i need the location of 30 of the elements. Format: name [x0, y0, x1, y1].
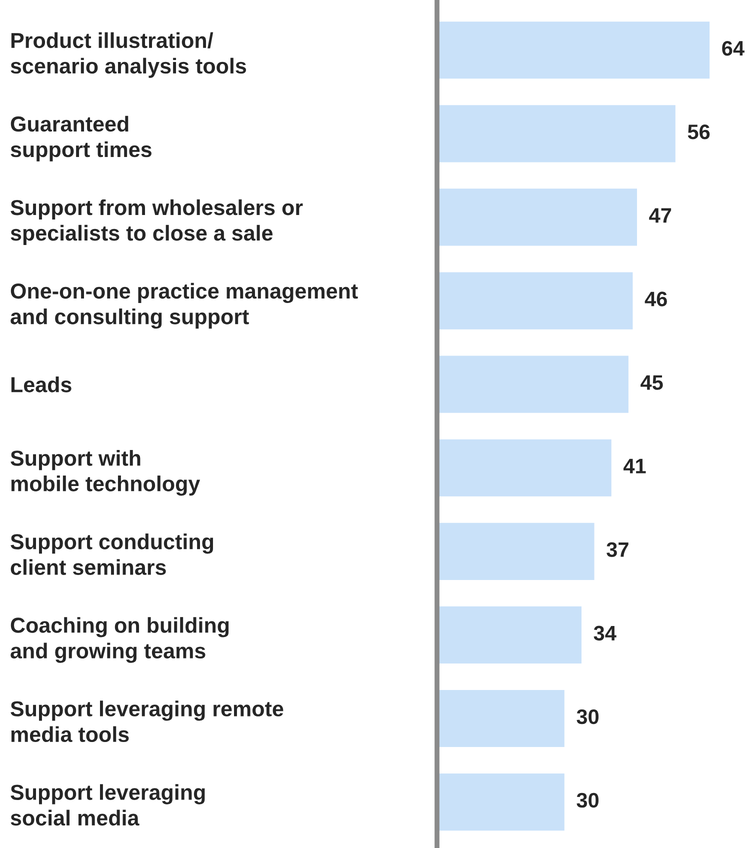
- bar: [437, 772, 566, 832]
- y-tick-label: Product illustration/ scenario analysis tools: [10, 32, 246, 78]
- data-label: 47: [649, 208, 672, 223]
- y-tick-label: Support conducting client seminars: [10, 534, 214, 575]
- data-label: 56: [688, 124, 710, 140]
- y-tick-label: Support from wholesalers or specialists to close a sale: [10, 199, 303, 245]
- bar: [437, 20, 711, 80]
- bar: [437, 104, 677, 164]
- bar: [437, 438, 613, 498]
- y-tick-label: One-on-one practice management and consulting support: [10, 282, 358, 329]
- data-label: 30: [576, 792, 599, 808]
- data-label: 46: [644, 292, 667, 306]
- y-tick-label: Leads: [11, 376, 72, 392]
- bar: [437, 521, 596, 582]
- data-label: 41: [623, 458, 646, 474]
- data-label: 30: [576, 709, 599, 724]
- bar: [437, 688, 566, 748]
- data-label: 45: [640, 375, 663, 390]
- bar: [437, 354, 630, 414]
- bar: [437, 187, 638, 248]
- y-tick-label: Guaranteed support times: [10, 116, 152, 162]
- data-label: 34: [594, 626, 616, 641]
- y-tick-label: Support leveraging social media: [10, 784, 205, 826]
- bar: [437, 605, 583, 665]
- y-tick-label: Coaching on building and growing teams: [10, 617, 229, 663]
- data-label: 64: [722, 40, 744, 56]
- y-tick-label: Support with mobile technology: [10, 450, 200, 496]
- y-tick-label: Support leveraging remote media tools: [10, 700, 284, 742]
- bar: [437, 270, 634, 331]
- data-label: 37: [606, 542, 628, 558]
